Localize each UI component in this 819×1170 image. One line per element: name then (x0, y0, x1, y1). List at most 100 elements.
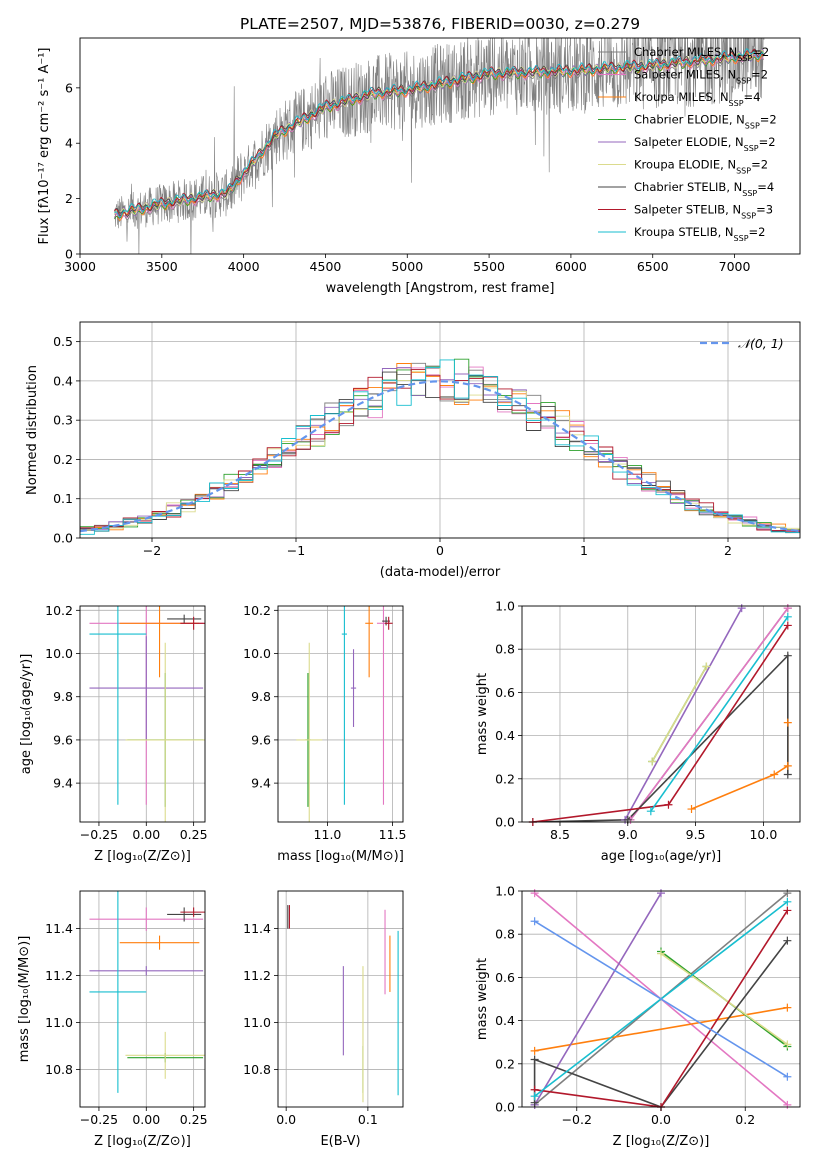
x-tick-label: 1 (580, 543, 588, 558)
axes-frame (79, 605, 206, 823)
x-tick-label: 0.00 (132, 827, 160, 842)
y-tick-label: 9.4 (53, 776, 73, 791)
normal-reference-curve (80, 380, 800, 533)
x-tick-label: 6000 (555, 259, 587, 274)
weight-marker (648, 757, 657, 766)
weight-marker (737, 604, 746, 613)
age-vs-metallicity-panel: −0.25 0.00 0.25 9.4 9.6 9.8 10.0 10.2 Z [log₁₀(Z… (19, 603, 208, 864)
x-tick-label: 8.5 (550, 827, 570, 842)
axes-frame (79, 37, 801, 255)
weight-marker (783, 906, 792, 915)
weight-line (651, 666, 708, 762)
weight-line (532, 624, 789, 822)
x-tick-label: 0.0 (276, 1112, 296, 1127)
x-tick-label: 5000 (391, 259, 423, 274)
legend-nssp: =4 (744, 90, 761, 104)
y-tick-label: 10.0 (243, 646, 271, 661)
legend-label: Chabrier ELODIE, NSSP=2 (634, 113, 777, 131)
weight-marker (783, 1100, 792, 1109)
weight-marker (530, 889, 539, 898)
y-tick-label: 1.0 (495, 884, 515, 899)
x-tick-label: 4000 (228, 259, 260, 274)
x-axis-label: age [log₁₀(age/yr)] (601, 849, 722, 864)
x-tick-label: 5500 (473, 259, 505, 274)
y-tick-label: 11.4 (243, 921, 271, 936)
legend-nssp: =2 (749, 225, 766, 239)
y-axis-label: Normed distribution (25, 365, 40, 495)
legend-label: Kroupa ELODIE, NSSP=2 (634, 158, 768, 176)
plot-area (80, 322, 800, 538)
x-tick-label: 0.0 (651, 1112, 671, 1127)
spectrum-panel: 3000 3500 4000 4500 5000 5500 6000 6500 7000 0 2 4 6… (37, 37, 801, 296)
y-tick-label: 0.4 (495, 728, 515, 743)
model-spectrum-kroupa-elodie (114, 49, 765, 216)
x-axis-label: (data-model)/error (380, 565, 501, 580)
legend-nssp: =2 (751, 68, 768, 82)
legend-subscript: SSP (736, 76, 751, 85)
weight-line (533, 940, 789, 1107)
y-tick-label: 0.0 (495, 1100, 515, 1115)
y-tick-label: 10.2 (243, 603, 271, 618)
legend-label: Salpeter ELODIE, NSSP=2 (634, 135, 776, 153)
age-vs-mass-panel: 11.0 11.5 9.4 9.6 9.8 10.0 10.2 mass [log₁₀(M/M… (243, 603, 406, 864)
x-tick-label: 3000 (64, 259, 96, 274)
weight-line (629, 607, 789, 821)
x-tick-label: 0 (436, 543, 444, 558)
legend-nssp: =2 (760, 113, 777, 127)
legend-subscript: SSP (741, 211, 756, 220)
y-tick-label: 4 (65, 136, 73, 151)
x-tick-label: 11.0 (314, 827, 342, 842)
x-tick-label: 0.2 (735, 1112, 755, 1127)
y-axis-label: mass weight (475, 958, 490, 1040)
axes-frame (277, 605, 404, 823)
legend-label: Salpeter MILES, NSSP=2 (634, 68, 768, 86)
x-tick-label: 4500 (310, 259, 342, 274)
y-tick-label: 11.0 (243, 1015, 271, 1030)
y-axis-label: mass [log₁₀(M/M⊙)] (17, 936, 32, 1063)
y-tick-label: 9.6 (251, 732, 271, 747)
y-tick-label: 10.8 (243, 1062, 271, 1077)
x-axis-label: mass [log₁₀(M/M⊙)] (277, 849, 404, 864)
x-axis-label: wavelength [Angstrom, rest frame] (326, 281, 555, 296)
legend-label: Kroupa STELIB, NSSP=2 (634, 225, 765, 243)
y-tick-label: 0 (65, 247, 73, 262)
y-tick-label: 11.2 (243, 968, 271, 983)
y-axis-label: Flux [fλ10⁻¹⁷ erg cm⁻² s⁻¹ A⁻¹] (37, 48, 52, 245)
legend-subscript: SSP (729, 99, 744, 108)
weight-marker (783, 936, 792, 945)
weight-marker (783, 718, 792, 727)
y-tick-label: 0.2 (495, 1056, 515, 1071)
y-tick-label: 0.2 (495, 771, 515, 786)
plot-area (80, 606, 205, 822)
y-tick-label: 11.2 (45, 968, 73, 983)
model-spectrum-kroupa-stelib (114, 48, 764, 218)
plot-area (522, 891, 800, 1107)
plot-area (278, 891, 403, 1107)
plot-area (114, 38, 765, 254)
weight-marker (783, 1003, 792, 1012)
x-tick-label: 0.25 (180, 827, 208, 842)
weight-line (532, 653, 789, 822)
y-tick-label: 0.6 (495, 970, 515, 985)
x-axis-label: Z [log₁₀(Z/Z⊙)] (613, 1134, 710, 1149)
weight-marker (783, 770, 792, 779)
weight-marker (783, 889, 792, 898)
y-tick-label: 9.8 (251, 689, 271, 704)
legend-subscript: SSP (737, 54, 752, 63)
observed-spectrum (114, 38, 765, 254)
x-tick-label: 3500 (146, 259, 178, 274)
weight-line (533, 892, 662, 1106)
legend-subscript: SSP (745, 121, 760, 130)
legend-nssp: =3 (756, 203, 773, 217)
legend-label: Kroupa MILES, NSSP=4 (634, 90, 760, 108)
mass-vs-extinction-panel: 0.0 0.1 10.8 11.0 11.2 11.4 E(B-V) (243, 890, 404, 1149)
weight-marker (530, 917, 539, 926)
y-tick-label: 11.0 (45, 1015, 73, 1030)
y-axis-label: age [log₁₀(age/yr)] (19, 654, 34, 775)
weight-vs-metallicity-panel: −0.2 0.0 0.2 0.0 0.2 0.4 0.6 0.8 1.0 Z [log₁₀(Z/Z… (475, 884, 801, 1149)
weight-marker (783, 604, 792, 613)
legend-subscript: SSP (742, 189, 757, 198)
weight-marker (657, 889, 665, 898)
weight-marker (783, 1040, 792, 1049)
